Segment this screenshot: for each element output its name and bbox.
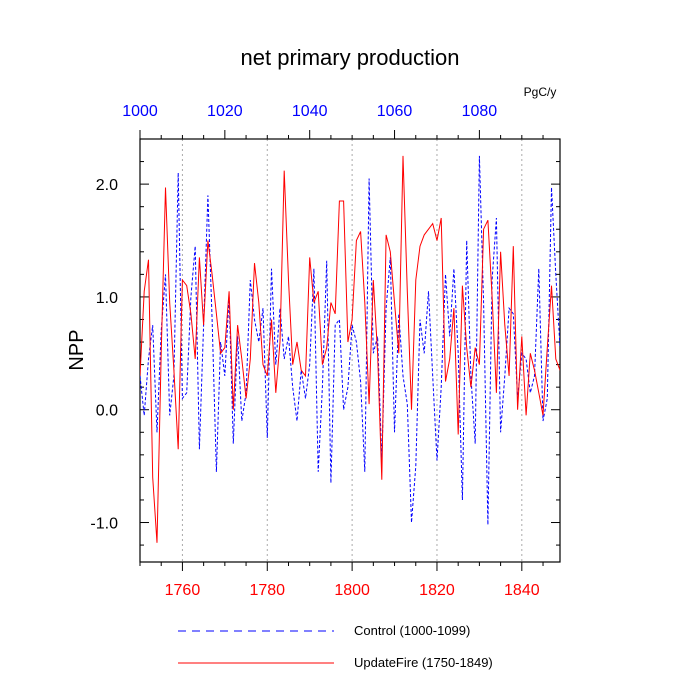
plot-area: -1.0 0.0 1.0 2.0 1760 1780 1800 1820 1840 1000 102…	[90, 103, 561, 599]
series-line-control	[140, 155, 560, 525]
chart-title: net primary production	[241, 45, 460, 70]
legend: Control (1000-1099) UpdateFire (1750-184…	[178, 623, 493, 670]
x-top-tick-label: 1000	[122, 103, 158, 120]
series-line-updatefire	[140, 155, 560, 543]
y-axis-label: NPP	[66, 329, 88, 370]
y-tick-label: -1.0	[90, 516, 118, 533]
y-tick-label: 2.0	[96, 177, 118, 194]
x-bottom-tick-label: 1800	[334, 582, 370, 599]
y-tick-label: 1.0	[96, 290, 118, 307]
legend-label-updatefire: UpdateFire (1750-1849)	[354, 655, 493, 670]
plot-frame	[139, 138, 561, 563]
legend-label-control: Control (1000-1099)	[354, 623, 470, 638]
x-bottom-tick-label: 1780	[249, 582, 285, 599]
x-top-tick-label: 1040	[292, 103, 328, 120]
x-bottom-tick-label: 1820	[419, 582, 455, 599]
x-bottom-tick-label: 1760	[165, 582, 201, 599]
units-label: PgC/y	[524, 85, 557, 99]
x-top-tick-label: 1060	[377, 103, 413, 120]
x-top-tick-label: 1020	[207, 103, 243, 120]
x-bottom-tick-label: 1840	[504, 582, 540, 599]
x-top-tick-label: 1080	[462, 103, 498, 120]
y-tick-label: 0.0	[96, 403, 118, 420]
